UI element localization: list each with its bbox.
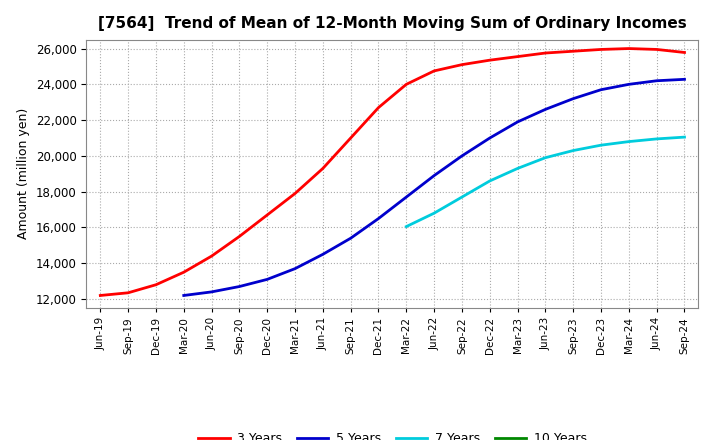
7 Years (680, 135, 689, 140)
7 Years (569, 148, 577, 153)
5 Years (624, 82, 633, 87)
3 Years (374, 105, 383, 110)
3 Years (346, 136, 355, 141)
3 Years (402, 82, 410, 87)
3 Years (458, 62, 467, 67)
3 Years (124, 290, 132, 295)
Line: 7 Years: 7 Years (406, 137, 685, 227)
5 Years (541, 107, 550, 112)
Legend: 3 Years, 5 Years, 7 Years, 10 Years: 3 Years, 5 Years, 7 Years, 10 Years (193, 427, 592, 440)
3 Years (652, 47, 661, 52)
3 Years (318, 166, 327, 171)
7 Years (458, 194, 467, 200)
7 Years (430, 210, 438, 216)
3 Years (513, 54, 522, 59)
5 Years (569, 96, 577, 101)
5 Years (485, 136, 494, 141)
3 Years (207, 253, 216, 259)
5 Years (402, 194, 410, 200)
Title: [7564]  Trend of Mean of 12-Month Moving Sum of Ordinary Incomes: [7564] Trend of Mean of 12-Month Moving … (98, 16, 687, 32)
5 Years (652, 78, 661, 84)
3 Years (680, 50, 689, 55)
3 Years (291, 191, 300, 196)
3 Years (569, 48, 577, 54)
5 Years (263, 277, 271, 282)
5 Years (513, 119, 522, 125)
Y-axis label: Amount (million yen): Amount (million yen) (17, 108, 30, 239)
3 Years (263, 213, 271, 218)
5 Years (597, 87, 606, 92)
3 Years (179, 270, 188, 275)
7 Years (513, 166, 522, 171)
3 Years (96, 293, 104, 298)
5 Years (430, 173, 438, 178)
5 Years (179, 293, 188, 298)
3 Years (597, 47, 606, 52)
3 Years (624, 46, 633, 51)
5 Years (235, 284, 243, 289)
3 Years (430, 68, 438, 73)
7 Years (485, 178, 494, 183)
3 Years (152, 282, 161, 287)
5 Years (291, 266, 300, 271)
7 Years (652, 136, 661, 142)
Line: 5 Years: 5 Years (184, 79, 685, 296)
7 Years (402, 224, 410, 229)
5 Years (680, 77, 689, 82)
5 Years (374, 216, 383, 221)
7 Years (541, 155, 550, 160)
7 Years (624, 139, 633, 144)
Line: 3 Years: 3 Years (100, 48, 685, 296)
5 Years (207, 289, 216, 294)
7 Years (597, 143, 606, 148)
5 Years (346, 235, 355, 241)
3 Years (235, 234, 243, 239)
5 Years (458, 153, 467, 158)
3 Years (485, 58, 494, 63)
5 Years (318, 252, 327, 257)
3 Years (541, 50, 550, 55)
